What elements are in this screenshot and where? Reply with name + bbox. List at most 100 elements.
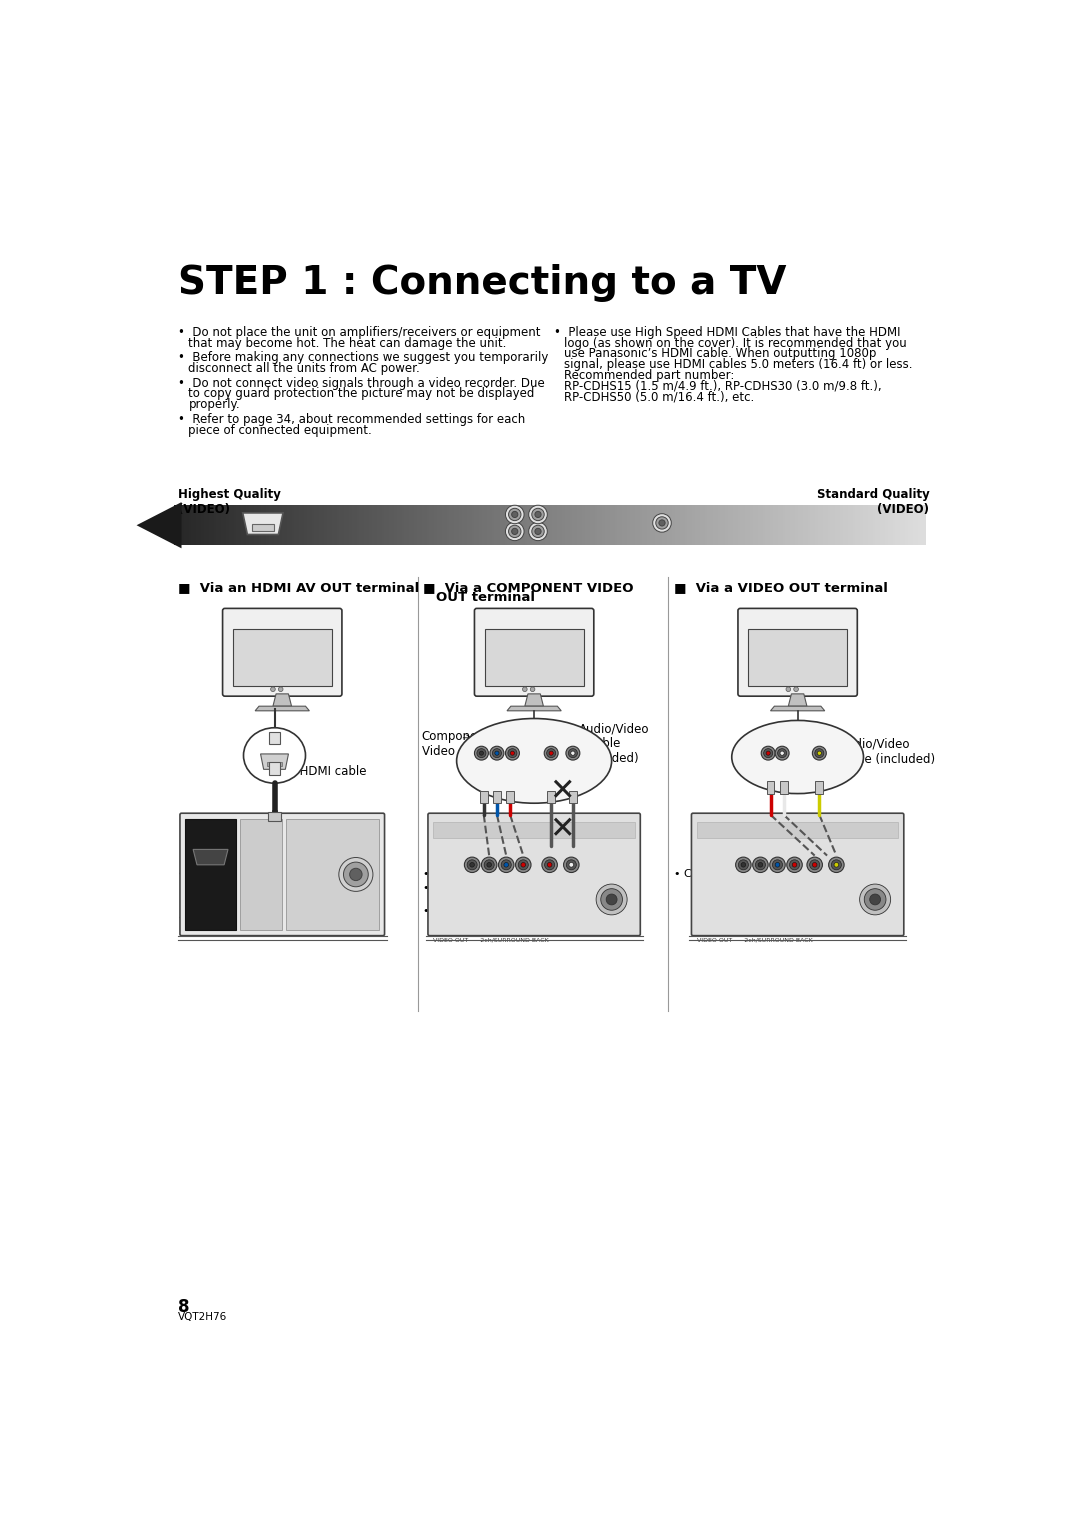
Polygon shape <box>326 506 329 545</box>
Polygon shape <box>394 506 396 545</box>
Polygon shape <box>582 506 584 545</box>
Text: hdmi: hdmi <box>187 824 207 830</box>
Bar <box>433 822 635 837</box>
Circle shape <box>789 860 799 869</box>
Bar <box>269 732 280 744</box>
Polygon shape <box>432 506 434 545</box>
Polygon shape <box>525 694 543 706</box>
Text: logo (as shown on the cover). It is recommended that you: logo (as shown on the cover). It is reco… <box>565 336 907 350</box>
Text: COMPONENT VIDEO OUT   AUDIO OUT: COMPONENT VIDEO OUT AUDIO OUT <box>699 828 802 834</box>
Circle shape <box>764 749 772 758</box>
Polygon shape <box>309 506 311 545</box>
Text: STEP 1 : Connecting to a TV: STEP 1 : Connecting to a TV <box>177 264 786 303</box>
Polygon shape <box>918 506 920 545</box>
Bar <box>780 781 787 793</box>
Polygon shape <box>563 506 565 545</box>
Circle shape <box>515 857 531 872</box>
Polygon shape <box>557 506 559 545</box>
Circle shape <box>487 862 491 866</box>
Bar <box>697 822 899 837</box>
Circle shape <box>656 516 669 529</box>
Polygon shape <box>677 506 680 545</box>
Polygon shape <box>354 506 356 545</box>
Polygon shape <box>527 506 529 545</box>
Polygon shape <box>271 506 274 545</box>
Polygon shape <box>319 506 322 545</box>
Circle shape <box>739 860 748 869</box>
Circle shape <box>600 889 622 911</box>
Polygon shape <box>760 506 762 545</box>
Polygon shape <box>407 506 409 545</box>
Polygon shape <box>381 506 384 545</box>
Polygon shape <box>667 506 670 545</box>
Bar <box>480 792 488 804</box>
Polygon shape <box>770 706 825 711</box>
Polygon shape <box>897 506 901 545</box>
Polygon shape <box>658 506 660 545</box>
Polygon shape <box>650 506 652 545</box>
Polygon shape <box>605 506 607 545</box>
Polygon shape <box>690 506 692 545</box>
Polygon shape <box>510 506 512 545</box>
Circle shape <box>523 688 527 692</box>
Polygon shape <box>409 506 411 545</box>
Polygon shape <box>337 506 339 545</box>
Polygon shape <box>791 506 793 545</box>
Polygon shape <box>683 506 685 545</box>
Circle shape <box>780 752 784 755</box>
Circle shape <box>755 860 766 869</box>
Polygon shape <box>504 506 507 545</box>
Bar <box>240 819 282 931</box>
Polygon shape <box>840 506 842 545</box>
Text: AUDIO IN
R    L: AUDIO IN R L <box>760 733 792 747</box>
Circle shape <box>812 862 816 866</box>
Polygon shape <box>396 506 400 545</box>
Bar <box>268 811 281 821</box>
Polygon shape <box>717 506 720 545</box>
Polygon shape <box>512 506 514 545</box>
Text: disconnect all the units from AC power.: disconnect all the units from AC power. <box>189 362 420 374</box>
Polygon shape <box>625 506 627 545</box>
Circle shape <box>775 862 780 866</box>
Polygon shape <box>540 506 542 545</box>
Polygon shape <box>806 506 808 545</box>
Polygon shape <box>639 506 643 545</box>
Polygon shape <box>730 506 732 545</box>
Polygon shape <box>876 506 878 545</box>
Polygon shape <box>314 506 316 545</box>
Polygon shape <box>392 506 394 545</box>
Polygon shape <box>305 506 307 545</box>
Polygon shape <box>259 506 261 545</box>
Polygon shape <box>459 506 462 545</box>
Polygon shape <box>174 506 176 545</box>
Polygon shape <box>923 506 926 545</box>
Polygon shape <box>474 506 477 545</box>
Polygon shape <box>487 506 489 545</box>
Text: • Set “HDMI Video Mode” and “HDMI: • Set “HDMI Video Mode” and “HDMI <box>177 912 382 923</box>
Circle shape <box>566 860 577 869</box>
Polygon shape <box>599 506 603 545</box>
Polygon shape <box>274 506 276 545</box>
Circle shape <box>571 752 575 755</box>
Polygon shape <box>743 506 745 545</box>
Polygon shape <box>500 506 502 545</box>
Polygon shape <box>462 506 464 545</box>
Polygon shape <box>745 506 747 545</box>
Polygon shape <box>231 506 234 545</box>
Polygon shape <box>670 506 673 545</box>
Text: COMPONENT V...: COMPONENT V... <box>287 824 333 830</box>
Circle shape <box>531 526 544 538</box>
Polygon shape <box>685 506 688 545</box>
Polygon shape <box>883 506 886 545</box>
Polygon shape <box>264 506 267 545</box>
Text: ■  Via an HDMI AV OUT terminal: ■ Via an HDMI AV OUT terminal <box>177 581 419 594</box>
Bar <box>767 781 774 793</box>
Polygon shape <box>522 506 525 545</box>
Polygon shape <box>595 506 597 545</box>
Ellipse shape <box>457 718 611 804</box>
Text: LAN: LAN <box>246 824 260 830</box>
Bar <box>548 792 555 804</box>
Polygon shape <box>723 506 725 545</box>
Polygon shape <box>284 506 286 545</box>
Polygon shape <box>442 506 444 545</box>
